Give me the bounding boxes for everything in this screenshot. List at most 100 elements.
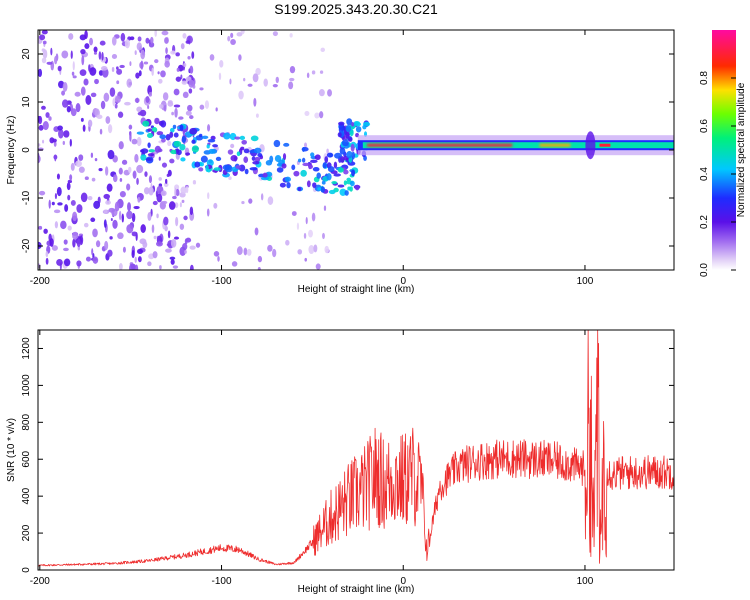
heatmap-cell	[105, 116, 111, 124]
heatmap-cell	[185, 185, 189, 194]
x-tick-label: 100	[577, 576, 594, 587]
heatmap-cell	[132, 170, 137, 179]
heatmap-cell	[188, 88, 193, 94]
heatmap-cell	[195, 242, 201, 248]
heatmap-cell	[170, 239, 177, 248]
y-tick-label: 400	[21, 487, 32, 504]
heatmap-cell	[58, 129, 64, 139]
heatmap-cell	[230, 143, 235, 149]
heatmap-cell	[189, 127, 198, 135]
heatmap-cell	[297, 249, 303, 255]
heatmap-cell	[106, 183, 113, 192]
heatmap-cell	[134, 153, 139, 163]
heatmap-cell	[121, 159, 128, 165]
heatmap-cell	[140, 148, 149, 154]
heatmap-cell	[161, 30, 169, 36]
colorbar-gradient	[712, 30, 736, 270]
y-tick-label: 600	[21, 450, 32, 467]
heatmap-cell	[81, 55, 85, 66]
heatmap-cell	[215, 107, 218, 112]
heatmap-cell	[63, 247, 69, 252]
heatmap-cell	[339, 147, 346, 155]
heatmap-cell	[337, 167, 344, 173]
heatmap-cell	[79, 69, 87, 76]
heatmap-cell	[167, 101, 174, 107]
heatmap-cell	[98, 51, 102, 60]
heatmap-cell	[194, 161, 201, 168]
heatmap-cell	[147, 261, 152, 267]
heatmap-cell	[323, 205, 327, 211]
heatmap-cell	[51, 245, 58, 251]
heatmap-cell	[175, 216, 179, 227]
heatmap-cell	[145, 157, 153, 161]
heatmap-cell	[139, 61, 144, 69]
heatmap-cell	[38, 225, 43, 230]
heatmap-cell	[254, 156, 261, 162]
heatmap-cell	[128, 81, 132, 86]
heatmap-cell	[136, 164, 144, 174]
heatmap-cell	[93, 200, 101, 209]
heatmap-cell	[319, 111, 324, 119]
heatmap-cell	[53, 141, 57, 147]
heatmap-cell	[305, 216, 308, 225]
heatmap-cell	[152, 251, 158, 259]
heatmap-cell	[148, 92, 153, 97]
heatmap-cell	[207, 124, 211, 132]
heatmap-cell	[128, 166, 132, 174]
heatmap-cell	[266, 176, 273, 181]
heatmap-cell	[293, 170, 300, 177]
heatmap-cell	[153, 235, 157, 240]
heatmap-cell	[282, 153, 287, 161]
heatmap-cell	[72, 61, 75, 71]
heatmap-cell	[311, 70, 316, 75]
heatmap-cell	[173, 140, 182, 147]
heatmap-cell	[156, 193, 163, 203]
snr-frame	[37, 329, 675, 571]
heatmap-cell	[366, 143, 513, 147]
heatmap-cell	[42, 120, 49, 131]
heatmap-cell	[267, 196, 274, 205]
heatmap-cell	[137, 196, 141, 203]
heatmap-cell	[72, 231, 79, 240]
heatmap-cell	[231, 261, 238, 267]
heatmap-cell	[118, 263, 123, 270]
heatmap-cell	[200, 155, 208, 163]
heatmap-cell	[179, 143, 186, 151]
heatmap-cell	[134, 256, 137, 263]
heatmap-cell	[344, 190, 349, 196]
heatmap-cell	[260, 176, 269, 181]
heatmap-cell	[326, 148, 329, 154]
heatmap-cell	[156, 213, 159, 219]
heatmap-cell	[84, 30, 88, 40]
heatmap-cell	[159, 134, 167, 140]
heatmap-cell	[248, 198, 253, 204]
heatmap-cell	[213, 167, 221, 171]
heatmap-cell	[57, 202, 63, 206]
heatmap-cell	[38, 124, 44, 131]
heatmap-cell	[147, 142, 151, 148]
heatmap-cell	[142, 241, 148, 248]
heatmap-cell	[345, 132, 350, 139]
heatmap-cell	[69, 138, 72, 147]
y-tick-label: 10	[21, 96, 32, 108]
heatmap-cell	[175, 76, 182, 82]
y-tick-label: 20	[21, 48, 32, 60]
heatmap-cell	[347, 186, 351, 191]
heatmap-cell	[165, 47, 168, 55]
heatmap-cell	[83, 222, 89, 228]
heatmap-cell	[156, 131, 164, 136]
heatmap-cell	[112, 219, 118, 229]
heatmap-cell	[126, 210, 133, 220]
heatmap-cell	[247, 83, 253, 87]
heatmap-cell	[346, 150, 353, 159]
heatmap-cell	[50, 47, 53, 56]
heatmap-cell	[48, 116, 52, 121]
heatmap-cell	[172, 265, 179, 269]
heatmap-cell	[255, 67, 261, 76]
heatmap-cell	[109, 236, 113, 240]
heatmap-cell	[246, 248, 252, 256]
heatmap-cell	[315, 263, 321, 270]
heatmap-cell	[45, 251, 49, 258]
heatmap-cell	[163, 104, 167, 112]
heatmap-cell	[124, 101, 131, 106]
